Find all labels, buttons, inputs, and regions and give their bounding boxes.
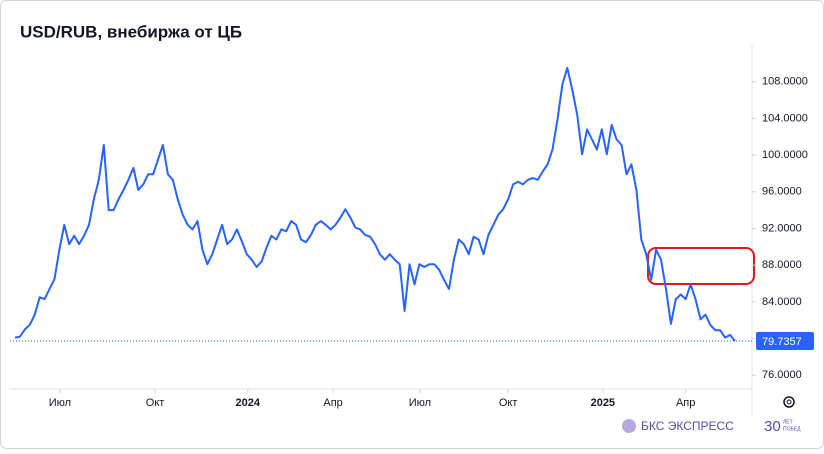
brand-badge-text: ПОБЕД xyxy=(783,426,801,432)
y-tick-label: 92.0000 xyxy=(762,222,802,234)
brand: БКС ЭКСПРЕСС xyxy=(641,419,734,433)
last-value-label: 79.7357 xyxy=(762,336,802,348)
x-tick-label: Июл xyxy=(49,397,71,409)
y-tick-label: 96.0000 xyxy=(762,186,802,198)
line-series xyxy=(14,66,736,342)
x-tick-label: Апр xyxy=(676,397,695,409)
y-tick-label: 108.0000 xyxy=(762,76,808,88)
last-value-box xyxy=(756,331,814,350)
settings-icon[interactable] xyxy=(783,396,795,408)
gear[interactable] xyxy=(783,396,795,408)
x-tick-label: Июл xyxy=(409,397,431,409)
x-tick-label: Окт xyxy=(146,397,165,409)
x-tick-label: 2024 xyxy=(236,397,261,409)
logo-circle xyxy=(622,419,636,433)
brand-badge-text: ЛЕТ xyxy=(783,419,793,425)
y-tick-label: 88.0000 xyxy=(762,259,802,271)
x-tick-label: Апр xyxy=(323,397,342,409)
brand-logo: БКС ЭКСПРЕСС 30 ЛЕТ ПОБЕД xyxy=(622,418,801,435)
gear-hub[interactable] xyxy=(786,399,792,405)
y-tick-label: 100.0000 xyxy=(762,149,808,161)
chart-title: USD/RUB, внебиржа от ЦБ xyxy=(20,22,242,41)
y-tick-label: 76.0000 xyxy=(762,369,802,381)
x-tick-label: Окт xyxy=(499,397,518,409)
y-tick-label: 104.0000 xyxy=(762,112,808,124)
brand-badge: 30 xyxy=(764,418,781,435)
x-tick-label: 2025 xyxy=(591,397,615,409)
y-tick-label: 84.0000 xyxy=(762,296,802,308)
